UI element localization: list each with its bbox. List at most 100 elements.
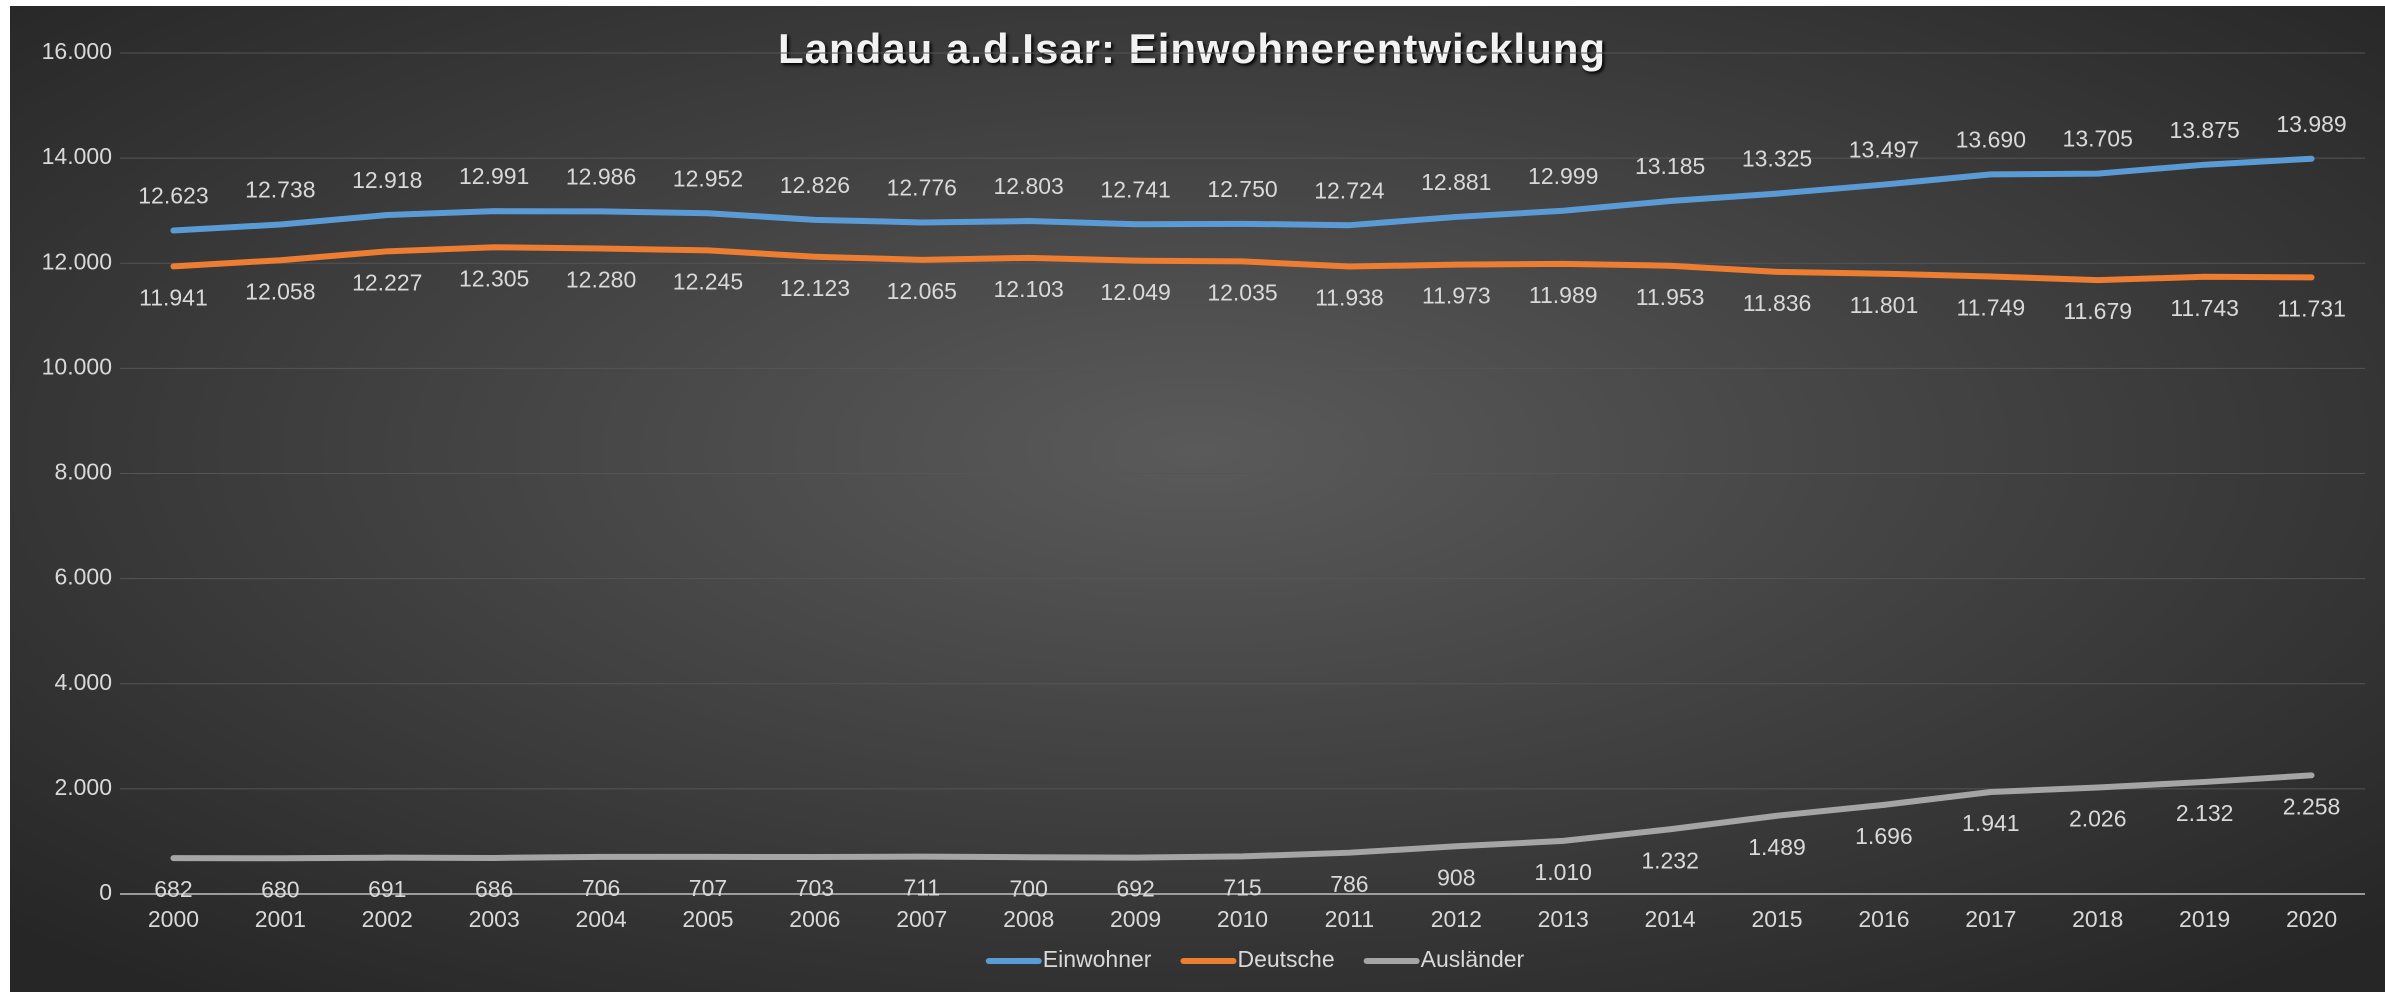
x-tick-label: 2006 (789, 906, 840, 932)
legend-label: Einwohner (1043, 946, 1152, 972)
data-label: 12.227 (352, 269, 422, 295)
data-label: 707 (689, 875, 727, 901)
x-tick-label: 2010 (1217, 906, 1268, 932)
data-label: 12.738 (245, 177, 315, 203)
data-label: 12.881 (1421, 169, 1491, 195)
data-label: 12.918 (352, 167, 422, 193)
y-tick-label: 2.000 (54, 774, 112, 800)
data-label: 11.679 (2063, 298, 2132, 324)
y-tick-label: 10.000 (42, 353, 112, 379)
x-tick-label: 2004 (575, 906, 626, 932)
data-label: 12.305 (459, 265, 529, 291)
data-label: 12.245 (673, 268, 743, 294)
data-label: 12.065 (887, 278, 957, 304)
data-label: 12.123 (780, 275, 850, 301)
y-tick-label: 6.000 (54, 564, 112, 590)
data-label: 11.989 (1529, 282, 1598, 308)
series-line (170, 244, 2315, 284)
data-label: 12.999 (1528, 163, 1598, 189)
x-tick-label: 2009 (1110, 906, 1161, 932)
data-label: 715 (1223, 874, 1261, 900)
data-label: 12.952 (673, 165, 743, 191)
data-label: 12.750 (1207, 176, 1277, 202)
data-label: 12.826 (780, 172, 850, 198)
x-tick-label: 2012 (1431, 906, 1482, 932)
data-label: 13.185 (1635, 153, 1705, 179)
data-label: 700 (1010, 875, 1048, 901)
data-label: 12.103 (994, 276, 1064, 302)
data-label: 691 (368, 876, 406, 902)
data-label: 13.705 (2063, 126, 2133, 152)
y-tick-label: 4.000 (54, 669, 112, 695)
data-label: 11.973 (1422, 283, 1491, 309)
data-label: 686 (475, 876, 513, 902)
data-label: 12.986 (566, 164, 636, 190)
data-label: 12.741 (1100, 176, 1170, 202)
data-label: 11.731 (2277, 295, 2346, 321)
data-label: 692 (1116, 876, 1154, 902)
y-tick-label: 8.000 (54, 459, 112, 485)
x-tick-label: 2007 (896, 906, 947, 932)
data-label: 682 (154, 876, 192, 902)
data-label: 13.989 (2276, 111, 2346, 137)
data-label: 908 (1437, 864, 1475, 890)
data-label: 11.801 (1850, 292, 1919, 318)
data-label: 1.489 (1748, 834, 1806, 860)
x-tick-label: 2018 (2072, 906, 2123, 932)
data-label: 2.132 (2176, 800, 2234, 826)
series-line (170, 772, 2315, 862)
chart-title: Landau a.d.Isar: Einwohnerentwicklung (778, 25, 1606, 72)
x-tick-label: 2014 (1645, 906, 1696, 932)
x-tick-label: 2013 (1538, 906, 1589, 932)
data-label: 703 (796, 875, 834, 901)
data-label: 12.280 (566, 267, 636, 293)
x-tick-label: 2000 (148, 906, 199, 932)
series-line (170, 155, 2315, 234)
x-tick-label: 2016 (1858, 906, 1909, 932)
y-tick-label: 14.000 (42, 143, 112, 169)
data-label: 11.938 (1315, 285, 1384, 311)
data-label: 11.953 (1636, 284, 1705, 310)
x-tick-label: 2020 (2286, 906, 2337, 932)
data-label: 12.803 (994, 173, 1064, 199)
data-label: 2.258 (2283, 793, 2341, 819)
data-label: 12.035 (1207, 279, 1277, 305)
data-label: 2.026 (2069, 806, 2127, 832)
x-tick-label: 2008 (1003, 906, 1054, 932)
data-label: 11.743 (2170, 295, 2239, 321)
data-label: 13.875 (2169, 117, 2239, 143)
data-label: 706 (582, 875, 620, 901)
legend-label: Deutsche (1237, 946, 1334, 972)
data-label: 11.749 (1957, 295, 2026, 321)
data-label: 711 (903, 875, 940, 901)
x-tick-label: 2017 (1965, 906, 2016, 932)
data-label: 12.724 (1314, 177, 1385, 203)
y-tick-label: 12.000 (42, 248, 112, 274)
y-tick-label: 0 (99, 879, 112, 905)
chart-background (10, 6, 2385, 992)
x-tick-label: 2001 (255, 906, 306, 932)
x-tick-label: 2002 (362, 906, 413, 932)
x-tick-label: 2011 (1325, 906, 1374, 932)
data-label: 12.049 (1100, 279, 1170, 305)
data-label: 786 (1330, 871, 1368, 897)
data-label: 12.991 (459, 163, 529, 189)
data-label: 13.690 (1956, 126, 2026, 152)
x-tick-label: 2015 (1751, 906, 1802, 932)
data-label: 680 (261, 876, 299, 902)
data-label: 11.941 (139, 284, 208, 310)
data-label: 1.696 (1855, 823, 1913, 849)
data-label: 13.497 (1849, 137, 1919, 163)
data-label: 12.058 (245, 278, 315, 304)
data-label: 1.010 (1534, 859, 1592, 885)
y-tick-label: 16.000 (42, 38, 112, 64)
data-label: 12.623 (138, 183, 208, 209)
legend-label: Ausländer (1421, 946, 1525, 972)
data-label: 12.776 (887, 175, 957, 201)
data-label: 11.836 (1743, 290, 1812, 316)
x-tick-label: 2005 (682, 906, 733, 932)
x-tick-label: 2019 (2179, 906, 2230, 932)
data-label: 1.941 (1962, 810, 2020, 836)
data-label: 1.232 (1641, 847, 1699, 873)
